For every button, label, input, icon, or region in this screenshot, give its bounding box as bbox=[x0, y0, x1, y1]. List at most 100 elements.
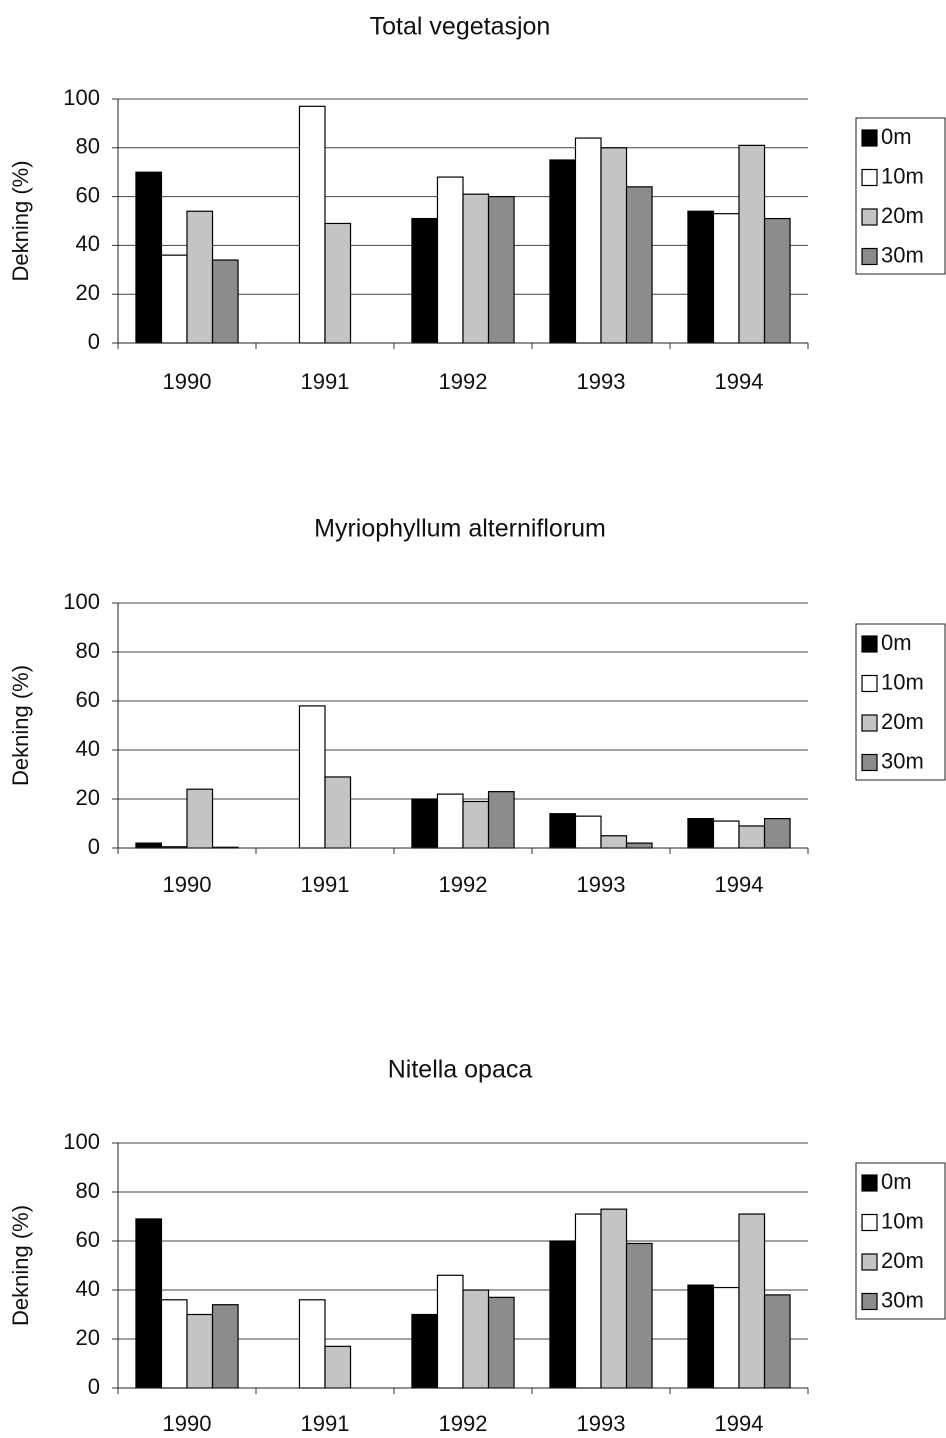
y-axis-label: Dekning (%) bbox=[8, 1205, 33, 1326]
y-tick-label: 100 bbox=[63, 1129, 100, 1154]
bar bbox=[411, 1313, 439, 1389]
bar bbox=[298, 105, 326, 344]
legend-swatch bbox=[861, 1253, 878, 1271]
y-tick-label: 40 bbox=[76, 231, 100, 256]
bar bbox=[411, 798, 439, 849]
bar bbox=[160, 254, 188, 344]
bar bbox=[763, 1294, 791, 1389]
legend-swatch bbox=[861, 1174, 878, 1192]
legend-swatch bbox=[861, 247, 878, 266]
legend-swatch bbox=[861, 1213, 878, 1232]
bar bbox=[186, 788, 214, 849]
legend-label: 20m bbox=[881, 709, 924, 734]
chart-title: Total vegetasjon bbox=[370, 13, 551, 41]
bar bbox=[574, 137, 602, 344]
bar bbox=[625, 1242, 653, 1389]
bar bbox=[487, 791, 515, 849]
legend-swatch bbox=[861, 129, 878, 147]
bar bbox=[712, 213, 740, 344]
y-tick-label: 0 bbox=[88, 834, 100, 859]
legend-swatch bbox=[861, 1292, 878, 1311]
y-tick-label: 60 bbox=[76, 182, 100, 207]
legend-label: 10m bbox=[881, 163, 924, 188]
bar bbox=[462, 1289, 490, 1389]
x-tick-label: 1994 bbox=[715, 1411, 764, 1436]
bar bbox=[462, 193, 490, 344]
bar bbox=[625, 186, 653, 344]
bar bbox=[738, 825, 766, 849]
bar bbox=[324, 222, 352, 344]
x-tick-label: 1991 bbox=[301, 872, 350, 897]
legend-swatch bbox=[861, 753, 878, 772]
y-axis-label: Dekning (%) bbox=[8, 665, 33, 786]
legend-swatch bbox=[861, 635, 878, 653]
bar bbox=[160, 1299, 188, 1389]
bar bbox=[211, 1304, 239, 1389]
bar bbox=[763, 217, 791, 344]
x-tick-label: 1994 bbox=[715, 369, 764, 394]
bar bbox=[687, 210, 715, 344]
legend-swatch bbox=[861, 674, 878, 693]
legend-label: 20m bbox=[881, 1248, 924, 1273]
bar bbox=[324, 776, 352, 849]
bar bbox=[687, 1284, 715, 1389]
bar bbox=[411, 217, 439, 344]
bar bbox=[738, 1213, 766, 1389]
legend-label: 0m bbox=[881, 630, 912, 655]
bar bbox=[186, 1313, 214, 1389]
bar bbox=[574, 1213, 602, 1389]
legend-label: 10m bbox=[881, 1208, 924, 1233]
y-tick-label: 40 bbox=[76, 1276, 100, 1301]
y-tick-label: 20 bbox=[76, 785, 100, 810]
y-tick-label: 60 bbox=[76, 687, 100, 712]
y-tick-label: 0 bbox=[88, 329, 100, 354]
bar bbox=[687, 817, 715, 849]
y-tick-label: 40 bbox=[76, 736, 100, 761]
y-tick-label: 20 bbox=[76, 280, 100, 305]
x-tick-label: 1991 bbox=[301, 369, 350, 394]
bar bbox=[298, 705, 326, 849]
x-tick-label: 1990 bbox=[163, 369, 212, 394]
legend-label: 0m bbox=[881, 124, 912, 149]
bar bbox=[600, 147, 628, 344]
y-tick-label: 0 bbox=[88, 1374, 100, 1399]
chart-title: Nitella opaca bbox=[388, 1056, 533, 1084]
bar bbox=[298, 1299, 326, 1389]
x-tick-label: 1990 bbox=[163, 1411, 212, 1436]
bar bbox=[712, 820, 740, 849]
y-tick-label: 80 bbox=[76, 1178, 100, 1203]
bar bbox=[186, 210, 214, 344]
y-tick-label: 20 bbox=[76, 1325, 100, 1350]
chart-title: Myriophyllum alterniflorum bbox=[314, 515, 606, 543]
x-tick-label: 1993 bbox=[577, 1411, 626, 1436]
x-tick-label: 1992 bbox=[439, 369, 488, 394]
bar bbox=[549, 1240, 577, 1389]
x-tick-label: 1990 bbox=[163, 872, 212, 897]
y-tick-label: 100 bbox=[63, 589, 100, 614]
y-tick-label: 80 bbox=[76, 638, 100, 663]
y-tick-label: 100 bbox=[63, 85, 100, 110]
bar bbox=[763, 817, 791, 849]
bar bbox=[549, 159, 577, 344]
bar bbox=[738, 144, 766, 344]
legend-label: 20m bbox=[881, 203, 924, 228]
bar bbox=[135, 171, 163, 344]
y-axis-label: Dekning (%) bbox=[8, 160, 33, 281]
bar bbox=[135, 1218, 163, 1389]
x-tick-label: 1993 bbox=[577, 369, 626, 394]
legend-label: 30m bbox=[881, 748, 924, 773]
bar bbox=[574, 815, 602, 849]
bar bbox=[600, 1208, 628, 1389]
legend-label: 30m bbox=[881, 1287, 924, 1312]
legend-label: 30m bbox=[881, 242, 924, 267]
legend-label: 0m bbox=[881, 1169, 912, 1194]
bar bbox=[712, 1286, 740, 1389]
x-tick-label: 1994 bbox=[715, 872, 764, 897]
y-tick-label: 60 bbox=[76, 1227, 100, 1252]
x-tick-label: 1993 bbox=[577, 872, 626, 897]
x-tick-label: 1991 bbox=[301, 1411, 350, 1436]
x-tick-label: 1992 bbox=[439, 872, 488, 897]
bar bbox=[211, 259, 239, 344]
y-tick-label: 80 bbox=[76, 134, 100, 159]
